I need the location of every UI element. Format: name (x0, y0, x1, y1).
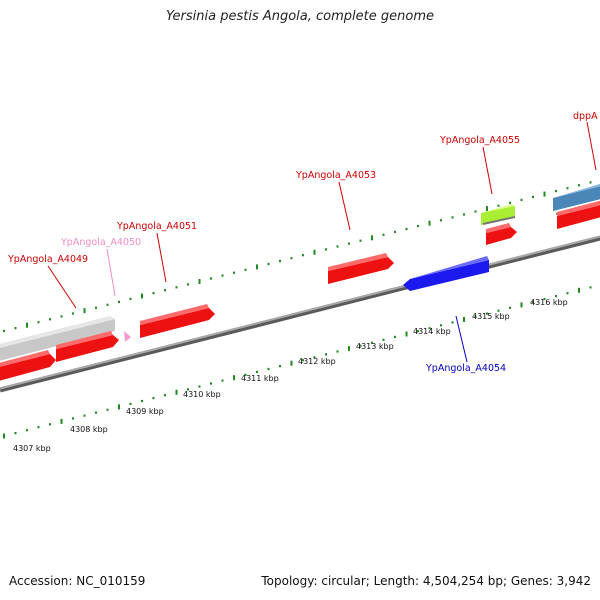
gray-gene[interactable] (0, 316, 115, 362)
gene-labels: YpAngola_A4049 YpAngola_A4050 YpAngola_A… (7, 111, 598, 374)
gene-label-A4051[interactable]: YpAngola_A4051 (116, 221, 197, 232)
red-gene-dppA-lower[interactable] (557, 200, 600, 229)
gene-label-A4050[interactable]: YpAngola_A4050 (60, 237, 141, 248)
gene-label-A4053[interactable]: YpAngola_A4053 (295, 170, 376, 181)
upper-tick-track (3, 181, 592, 333)
kbp-label-4307: 4307 kbp (13, 444, 51, 453)
red-gene-lower-left[interactable] (0, 350, 56, 382)
pink-gene-A4050[interactable] (124, 331, 131, 342)
gene-callout-lines (47, 121, 597, 363)
kbp-scale-labels: 4307 kbp 4308 kbp 4309 kbp 4310 kbp 4311… (13, 298, 568, 453)
gene-label-dppA[interactable]: dppA (573, 111, 598, 122)
accession-text: Accession: NC_010159 (9, 574, 146, 588)
callout-line-A4050 (106, 248, 116, 297)
gene-label-A4054[interactable]: YpAngola_A4054 (425, 363, 506, 374)
gene-track (0, 183, 600, 382)
red-gene-A4053[interactable] (328, 253, 394, 284)
red-gene-A4051[interactable] (140, 304, 215, 338)
red-gene-small[interactable] (486, 223, 517, 245)
callout-line-A4049 (47, 265, 77, 309)
lower-tick-track (3, 286, 592, 439)
genome-summary-text: Topology: circular; Length: 4,504,254 bp… (261, 574, 591, 588)
kbp-label-4316: 4316 kbp (530, 298, 568, 307)
kbp-label-4312: 4312 kbp (298, 357, 336, 366)
kbp-label-4313: 4313 kbp (356, 342, 394, 351)
kbp-label-4314: 4314 kbp (413, 327, 451, 336)
callout-line-A4054 (455, 315, 468, 363)
kbp-label-4311: 4311 kbp (241, 374, 279, 383)
genome-title: Yersinia pestis Angola, complete genome (166, 9, 434, 24)
callout-line-dppA (586, 121, 597, 171)
red-gene-upper-left[interactable] (56, 331, 119, 362)
genome-backbone (0, 235, 600, 393)
callout-line-A4053 (338, 181, 351, 231)
gene-label-A4055[interactable]: YpAngola_A4055 (439, 135, 520, 146)
kbp-label-4309: 4309 kbp (126, 407, 164, 416)
kbp-label-4315: 4315 kbp (472, 312, 510, 321)
kbp-label-4310: 4310 kbp (183, 390, 221, 399)
green-gene-A4055[interactable] (481, 204, 516, 225)
callout-line-A4055 (482, 146, 493, 195)
gene-label-A4049[interactable]: YpAngola_A4049 (7, 254, 88, 265)
callout-line-A4051 (156, 232, 167, 283)
kbp-label-4308: 4308 kbp (70, 425, 108, 434)
blue-gene-A4054[interactable] (403, 256, 489, 291)
